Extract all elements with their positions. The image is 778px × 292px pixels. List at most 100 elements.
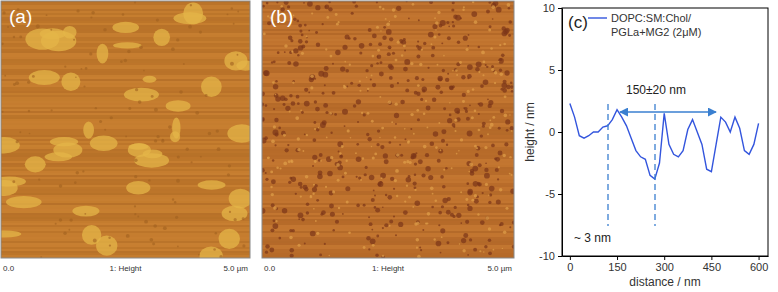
pore — [395, 153, 399, 157]
pore — [504, 142, 508, 146]
pore — [273, 108, 275, 110]
domain-patch — [90, 136, 118, 152]
pore — [368, 28, 372, 32]
pore — [448, 25, 450, 27]
scan-line — [262, 93, 514, 95]
scan-line — [1, 153, 250, 155]
speckle — [347, 129, 350, 132]
speckle — [228, 164, 231, 167]
pore — [473, 248, 477, 252]
pore — [298, 182, 303, 187]
speckle — [120, 60, 123, 63]
afm-texture — [1, 1, 250, 258]
pore — [353, 37, 357, 41]
pore — [356, 156, 362, 162]
speckle — [297, 137, 300, 140]
speckle — [270, 186, 272, 188]
legend-entry: DOPC:SM:Chol/PGLa+MG2 (2μM) — [611, 12, 701, 38]
pore — [372, 83, 376, 87]
speckle — [291, 51, 293, 53]
speckle — [344, 61, 346, 63]
pore — [367, 90, 369, 92]
pore — [312, 187, 317, 192]
speckle — [452, 70, 454, 72]
pore — [395, 234, 397, 236]
speckle — [76, 9, 79, 12]
scan-line — [262, 145, 514, 147]
speckle — [99, 120, 102, 123]
scan-line — [1, 129, 250, 131]
speckle — [494, 71, 497, 74]
pore — [320, 122, 326, 128]
speckle — [289, 110, 291, 112]
pore — [377, 56, 379, 58]
scan-line — [1, 65, 250, 67]
pore — [386, 29, 392, 35]
pore — [272, 159, 274, 161]
pore — [289, 94, 292, 97]
speckle — [318, 127, 320, 129]
pore — [284, 1, 289, 5]
speckle — [403, 44, 406, 47]
speckle — [504, 95, 507, 98]
scan-line — [1, 219, 250, 221]
speckle — [13, 36, 15, 38]
pore — [303, 2, 305, 4]
speckle — [443, 55, 445, 57]
speckle — [109, 244, 111, 246]
pore — [501, 54, 505, 58]
tick: 150 — [608, 256, 626, 273]
speckle — [366, 76, 368, 78]
speckle — [440, 149, 442, 151]
speckle — [68, 229, 70, 231]
speckle — [374, 152, 377, 155]
speckle — [397, 41, 400, 44]
domain-patch — [128, 143, 151, 157]
speckle — [485, 216, 489, 220]
speckle — [504, 114, 508, 118]
pore — [483, 79, 489, 85]
pore — [310, 231, 316, 237]
pore — [265, 244, 270, 249]
speckle — [134, 205, 136, 207]
speckle — [361, 112, 363, 114]
speckle — [425, 100, 427, 102]
scan-line — [262, 235, 514, 237]
speckle — [413, 133, 415, 135]
speckle — [396, 195, 398, 197]
speckle — [328, 255, 330, 257]
speckle — [360, 179, 362, 181]
pore — [332, 229, 334, 231]
speckle — [490, 47, 493, 50]
pore — [296, 20, 299, 23]
speckle — [498, 166, 500, 168]
pore — [298, 212, 304, 218]
pore — [509, 226, 511, 228]
pore — [414, 174, 416, 176]
pore — [499, 224, 501, 226]
speckle — [363, 246, 366, 249]
scan-line — [1, 235, 250, 237]
pore — [384, 223, 388, 227]
speckle — [423, 145, 427, 149]
scan-line — [262, 179, 514, 181]
speckle — [229, 211, 231, 213]
pore — [489, 25, 492, 28]
pore — [375, 254, 379, 258]
domain-patch — [170, 131, 180, 142]
pore — [312, 138, 316, 142]
speckle — [177, 246, 179, 248]
scan-line — [1, 233, 250, 235]
pore — [316, 128, 319, 131]
speckle — [163, 226, 167, 230]
pore — [467, 64, 473, 70]
speckle — [314, 160, 317, 163]
speckle — [410, 113, 413, 116]
speckle — [404, 200, 406, 202]
speckle — [435, 146, 438, 149]
speckle — [381, 177, 383, 179]
scan-line — [262, 91, 514, 93]
speckle — [499, 188, 503, 192]
speckle — [437, 11, 440, 14]
speckle — [46, 14, 48, 16]
